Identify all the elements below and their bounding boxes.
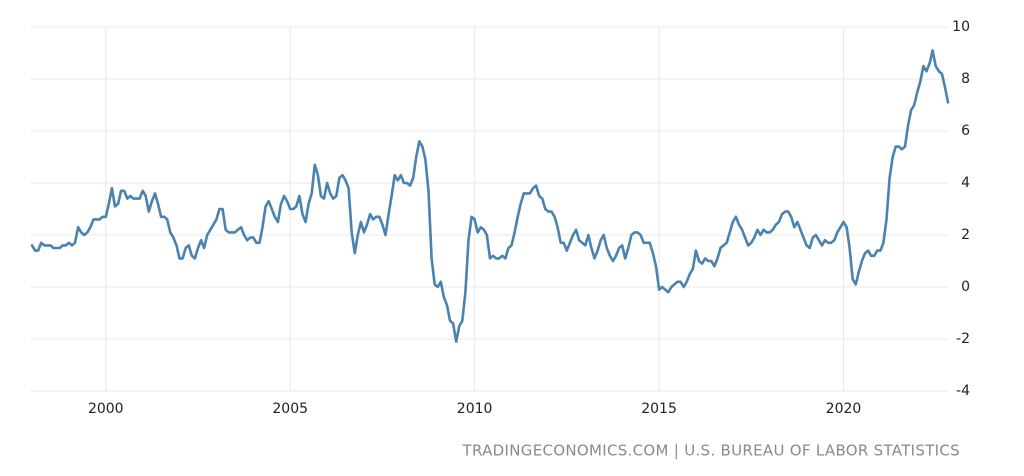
y-tick-label: 6 <box>961 123 970 139</box>
y-tick-label: 4 <box>961 175 970 191</box>
y-tick-label: 10 <box>952 19 970 35</box>
y-tick-label: 2 <box>961 227 970 243</box>
line <box>30 49 950 343</box>
y-tick-label: -2 <box>956 331 970 347</box>
x-tick-label: 2010 <box>457 401 493 417</box>
x-tick-label: 2015 <box>641 401 677 417</box>
x-tick-label: 2005 <box>272 401 308 417</box>
x-tick-label: 2020 <box>826 401 862 417</box>
x-tick-label: 2000 <box>88 401 124 417</box>
y-tick-label: 8 <box>961 71 970 87</box>
y-tick-label: -4 <box>956 383 970 399</box>
source: TRADINGECONOMICS.COM | U.S. BUREAU OF LA… <box>462 442 960 460</box>
y-tick-label: 0 <box>961 279 970 295</box>
